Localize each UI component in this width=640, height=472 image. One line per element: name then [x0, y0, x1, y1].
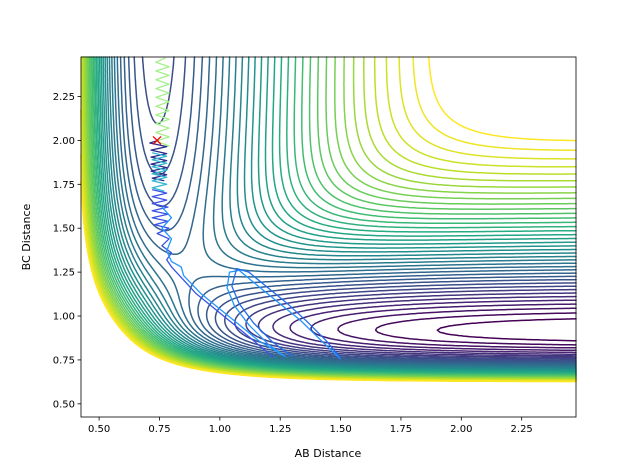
y-axis: 0.50 0.75 1.00 1.25 1.50 1.75 2.00 2.25 [53, 92, 81, 410]
contour-level [80, 56, 577, 383]
x-tick-label: 0.75 [148, 424, 170, 435]
contour-level [337, 307, 577, 349]
trajectory-line [149, 139, 168, 182]
axes-frame [80, 56, 577, 418]
contour-level [436, 318, 577, 342]
trajectory-line [151, 152, 168, 192]
y-axis-label: BC Distance [20, 203, 33, 270]
trajectory-line [161, 206, 342, 360]
plot-area [80, 56, 577, 383]
contour-level [119, 56, 577, 366]
x-tick-label: 1.25 [269, 424, 291, 435]
contour-level [127, 56, 577, 364]
contour-lines [80, 56, 577, 383]
contour-level [257, 292, 577, 357]
x-tick-label: 2.25 [511, 424, 533, 435]
x-tick-label: 2.00 [450, 424, 472, 435]
trajectory-line [151, 188, 274, 358]
contour-level [310, 303, 577, 352]
x-axis: 0.50 0.75 1.00 1.25 1.50 1.75 2.00 2.25 [88, 417, 533, 435]
contour-level [133, 56, 577, 362]
contour-level [108, 56, 577, 369]
y-tick-label: 1.75 [53, 180, 75, 191]
x-tick-label: 1.00 [209, 424, 231, 435]
y-tick-label: 0.75 [53, 355, 75, 366]
y-tick-label: 1.00 [53, 312, 75, 323]
contour-level [374, 312, 577, 346]
contour-level [272, 295, 577, 355]
x-axis-label: AB Distance [295, 447, 362, 460]
contour-level [116, 56, 577, 367]
contour-level [111, 56, 577, 368]
x-tick-label: 1.75 [390, 424, 412, 435]
contour-level [289, 299, 577, 354]
contour-level [113, 56, 577, 368]
x-tick-label: 0.50 [88, 424, 110, 435]
trajectory-line [155, 57, 170, 150]
contour-level [106, 56, 577, 370]
y-tick-label: 1.50 [53, 224, 75, 235]
contour-level [104, 56, 577, 371]
contour-level [123, 56, 577, 365]
y-tick-label: 2.00 [53, 136, 75, 147]
start-marker-x [152, 135, 162, 145]
start-marker [152, 135, 162, 145]
x-tick-label: 1.50 [329, 424, 351, 435]
trajectory-line [231, 267, 342, 359]
y-tick-label: 1.25 [53, 268, 75, 279]
y-tick-label: 0.50 [53, 399, 75, 410]
trajectories [149, 57, 342, 360]
y-tick-label: 2.25 [53, 92, 75, 103]
